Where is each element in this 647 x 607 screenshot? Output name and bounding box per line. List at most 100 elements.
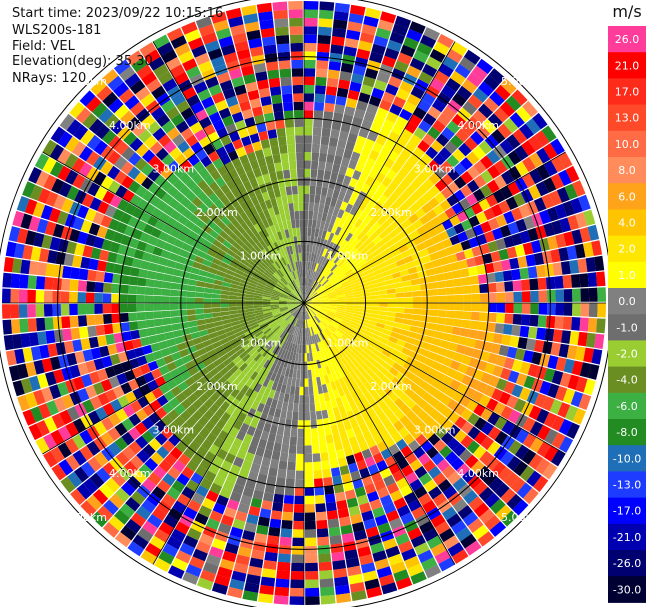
velocity-gate bbox=[333, 342, 341, 351]
velocity-gate bbox=[328, 335, 336, 344]
velocity-gate bbox=[420, 363, 432, 374]
velocity-gate bbox=[471, 246, 483, 257]
velocity-gate bbox=[309, 194, 315, 203]
velocity-gate bbox=[412, 376, 424, 387]
velocity-gate bbox=[423, 261, 434, 270]
velocity-gate bbox=[465, 193, 478, 206]
velocity-gate bbox=[331, 321, 340, 328]
velocity-gate bbox=[326, 287, 335, 293]
velocity-gate bbox=[339, 261, 348, 270]
velocity-gate bbox=[376, 256, 386, 265]
velocity-gate bbox=[474, 431, 488, 445]
velocity-gate bbox=[446, 367, 458, 379]
colorbar-tick-label: 26.0 bbox=[615, 33, 640, 46]
velocity-gate bbox=[365, 344, 375, 352]
velocity-gate bbox=[378, 289, 388, 295]
velocity-gate bbox=[399, 367, 410, 377]
velocity-gate bbox=[315, 273, 321, 282]
velocity-gate bbox=[434, 241, 445, 252]
velocity-gate bbox=[437, 479, 452, 493]
velocity-gate bbox=[404, 291, 413, 298]
velocity-gate bbox=[449, 379, 461, 391]
velocity-gate bbox=[358, 154, 369, 165]
velocity-gate bbox=[312, 305, 321, 309]
velocity-gate bbox=[467, 518, 484, 533]
velocity-gate bbox=[319, 321, 327, 329]
velocity-gate bbox=[312, 262, 317, 271]
velocity-gate bbox=[471, 303, 481, 312]
velocity-gate bbox=[372, 161, 384, 172]
velocity-gate bbox=[500, 367, 512, 381]
velocity-gate bbox=[489, 91, 505, 107]
velocity-gate bbox=[495, 504, 512, 521]
velocity-gate bbox=[384, 47, 400, 60]
velocity-gate bbox=[419, 380, 431, 392]
velocity-gate bbox=[359, 422, 369, 433]
velocity-gate bbox=[362, 303, 372, 307]
velocity-gate bbox=[513, 192, 526, 207]
velocity-gate bbox=[311, 143, 320, 153]
velocity-gate bbox=[344, 268, 354, 276]
velocity-gate bbox=[453, 278, 463, 287]
velocity-gate bbox=[331, 120, 342, 131]
velocity-gate bbox=[357, 243, 367, 253]
velocity-gate bbox=[359, 318, 369, 324]
velocity-gate bbox=[474, 339, 485, 350]
velocity-gate bbox=[478, 103, 493, 119]
velocity-gate bbox=[422, 403, 435, 415]
velocity-gate bbox=[482, 341, 493, 353]
velocity-gate bbox=[341, 250, 349, 260]
velocity-gate bbox=[325, 338, 332, 347]
velocity-gate bbox=[327, 241, 335, 251]
velocity-gate bbox=[474, 255, 485, 266]
velocity-gate bbox=[310, 177, 317, 187]
velocity-gate bbox=[571, 274, 581, 288]
velocity-gate bbox=[458, 336, 469, 346]
velocity-gate bbox=[308, 309, 314, 317]
velocity-gate bbox=[454, 63, 471, 79]
velocity-gate bbox=[404, 421, 417, 433]
velocity-gate bbox=[335, 370, 343, 380]
velocity-gate bbox=[391, 326, 402, 334]
velocity-gate bbox=[379, 298, 388, 303]
velocity-gate bbox=[446, 303, 455, 311]
velocity-gate bbox=[402, 280, 412, 287]
velocity-gate bbox=[428, 172, 441, 185]
velocity-gate bbox=[420, 309, 430, 316]
velocity-gate bbox=[342, 375, 351, 385]
velocity-gate bbox=[329, 52, 343, 63]
velocity-gate bbox=[543, 445, 559, 462]
velocity-gate bbox=[579, 227, 591, 243]
colorbar-tick-label: -2.0 bbox=[616, 348, 637, 361]
velocity-gate bbox=[318, 152, 327, 163]
velocity-gate bbox=[342, 114, 354, 125]
velocity-gate bbox=[392, 470, 405, 482]
velocity-gate bbox=[445, 451, 459, 465]
velocity-gate bbox=[337, 359, 346, 369]
velocity-gate bbox=[519, 325, 530, 338]
velocity-gate bbox=[550, 138, 565, 156]
velocity-gate bbox=[461, 469, 476, 484]
velocity-gate bbox=[467, 426, 481, 440]
velocity-gate bbox=[571, 317, 581, 331]
velocity-gate bbox=[409, 478, 423, 492]
velocity-gate bbox=[596, 271, 606, 287]
velocity-gate bbox=[513, 460, 528, 477]
velocity-gate bbox=[330, 263, 338, 272]
velocity-gate bbox=[317, 169, 325, 179]
velocity-gate bbox=[377, 19, 394, 32]
velocity-gate bbox=[327, 325, 336, 333]
velocity-gate bbox=[400, 484, 414, 497]
velocity-gate bbox=[354, 305, 363, 309]
velocity-gate bbox=[378, 337, 389, 345]
velocity-gate bbox=[377, 183, 388, 195]
velocity-gate bbox=[312, 127, 322, 137]
velocity-gate bbox=[365, 253, 375, 262]
velocity-gate bbox=[451, 92, 467, 107]
velocity-gate bbox=[362, 292, 371, 297]
velocity-gate bbox=[367, 257, 377, 265]
velocity-gate bbox=[357, 404, 367, 415]
velocity-gate bbox=[345, 309, 354, 314]
velocity-gate bbox=[488, 375, 500, 388]
velocity-gate bbox=[368, 317, 378, 323]
